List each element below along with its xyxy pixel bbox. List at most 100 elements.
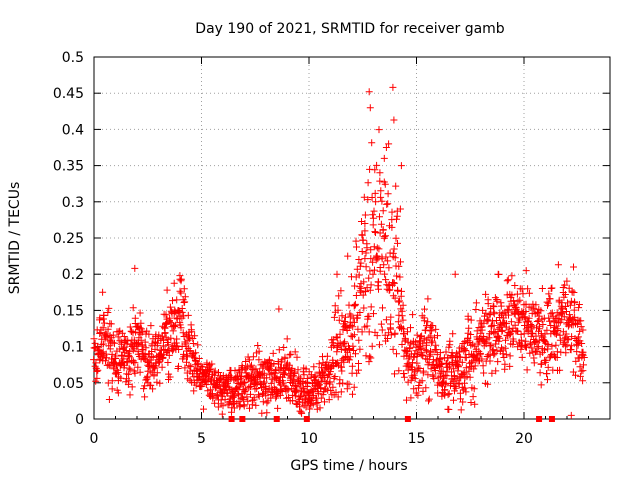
data-point [370, 243, 378, 251]
data-point [177, 324, 185, 332]
y-tick-label: 0.2 [62, 267, 84, 283]
data-point [556, 336, 564, 344]
data-point [579, 367, 587, 375]
data-point [392, 182, 400, 190]
data-point [511, 321, 519, 329]
data-point [345, 301, 353, 309]
data-point [567, 297, 575, 305]
data-point [538, 360, 546, 368]
data-point [335, 292, 343, 300]
data-point [108, 385, 116, 393]
data-point [487, 323, 495, 331]
data-point [218, 410, 226, 418]
data-point [104, 309, 112, 316]
data-point [164, 341, 172, 349]
data-point [355, 336, 363, 344]
data-point [580, 361, 587, 369]
data-point [338, 312, 346, 320]
data-point [137, 325, 145, 333]
data-point [553, 330, 560, 338]
data-point [312, 399, 320, 407]
data-point [343, 385, 351, 393]
data-point [567, 411, 575, 419]
data-point [295, 373, 303, 381]
data-point [407, 394, 415, 402]
data-point [544, 363, 552, 371]
data-point [162, 311, 170, 319]
data-point [532, 301, 540, 309]
data-point [441, 391, 449, 399]
data-point [487, 341, 495, 349]
data-point [424, 295, 432, 303]
data-point [129, 304, 137, 312]
data-point [529, 300, 537, 308]
data-point [397, 162, 405, 170]
data-point [516, 296, 524, 304]
data-point [468, 358, 476, 366]
data-point [471, 400, 479, 408]
data-point [575, 301, 583, 308]
data-point [139, 346, 147, 353]
data-point [352, 350, 359, 358]
data-point [366, 267, 374, 275]
data-point [454, 362, 462, 370]
data-point [510, 337, 517, 345]
data-point [105, 304, 113, 312]
data-point [289, 397, 297, 405]
data-point [522, 267, 530, 275]
data-point [194, 360, 202, 368]
data-point [432, 325, 440, 333]
data-point [339, 379, 347, 387]
data-point [132, 328, 140, 336]
data-point [522, 300, 530, 308]
data-point [100, 312, 108, 319]
data-point [545, 314, 553, 322]
data-point [537, 332, 545, 340]
data-point [176, 321, 184, 329]
data-point [367, 303, 375, 311]
data-point [170, 279, 178, 287]
data-point [131, 369, 139, 377]
data-point [414, 350, 422, 358]
data-point [460, 345, 468, 353]
data-point [399, 316, 407, 324]
data-point [527, 325, 535, 333]
data-point [380, 154, 388, 162]
data-point [525, 289, 533, 297]
data-point [478, 355, 486, 363]
data-point [563, 277, 571, 285]
data-point [269, 349, 277, 357]
y-tick-label: 0.1 [62, 340, 84, 356]
data-point [275, 305, 283, 313]
data-point [215, 369, 222, 376]
data-point [379, 304, 386, 312]
data-point [528, 344, 536, 352]
data-point [548, 284, 556, 292]
data-point [533, 318, 541, 325]
data-point [400, 370, 408, 378]
data-point [544, 299, 552, 307]
data-point [382, 232, 389, 240]
data-point [537, 381, 545, 389]
data-point [257, 370, 265, 378]
data-point [473, 327, 481, 335]
data-point [389, 249, 397, 257]
data-point [465, 367, 473, 375]
data-point [366, 286, 374, 294]
data-point [131, 314, 139, 322]
data-point [309, 400, 317, 408]
data-point [570, 263, 577, 271]
y-tick-label: 0.35 [53, 159, 84, 175]
data-point [425, 395, 433, 403]
x-axis-label: GPS time / hours [290, 458, 407, 474]
data-point [539, 321, 547, 328]
x-tick-label: 0 [90, 431, 99, 447]
data-point [427, 332, 435, 340]
data-point [387, 325, 395, 333]
data-point [181, 298, 189, 306]
data-point [415, 382, 423, 389]
data-point [123, 359, 131, 367]
data-point [353, 243, 360, 251]
data-point [112, 355, 120, 362]
data-point [357, 259, 365, 267]
